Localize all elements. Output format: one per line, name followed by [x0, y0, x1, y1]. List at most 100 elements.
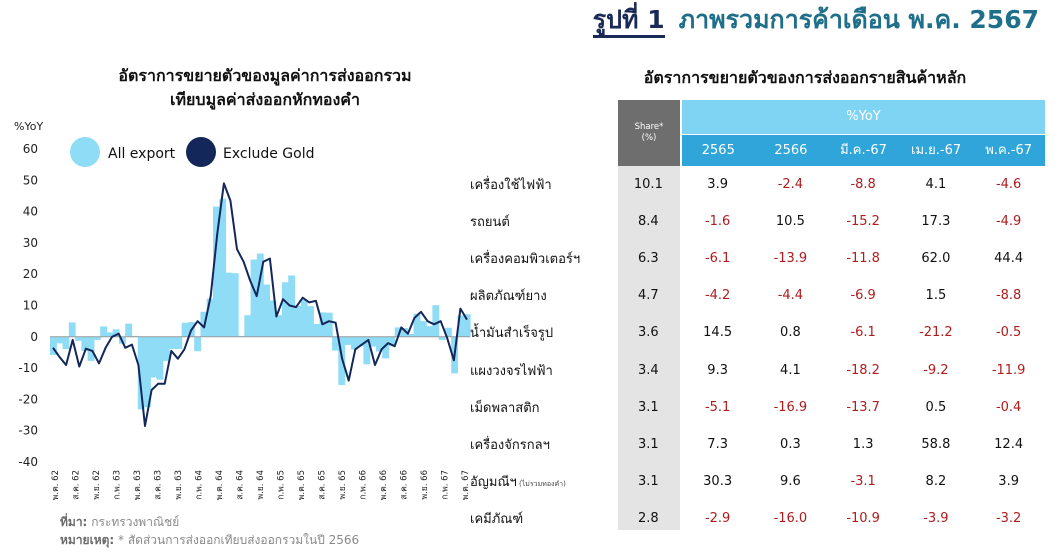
yoy-value: 4.1 [925, 176, 947, 192]
all-export-bar [206, 298, 214, 337]
all-export-bar [369, 336, 377, 347]
x-tick-label: พ.ค. 63 [133, 470, 143, 500]
all-export-bar [325, 312, 333, 337]
source-text: กระทรวงพาณิชย์ [91, 515, 180, 529]
all-export-bar [212, 206, 220, 337]
all-export-bar [332, 336, 339, 351]
page-title: ภาพรวมการค้าเดือน พ.ค. 2567 [678, 5, 1039, 34]
all-export-bar [438, 336, 446, 340]
x-tick-label: ส.ค. 62 [72, 470, 82, 500]
yoy-value: -11.8 [846, 250, 880, 266]
all-export-bar [457, 315, 465, 337]
all-export-bar [269, 300, 277, 337]
share-value: 6.3 [638, 250, 659, 266]
export-growth-chart: %YoY 60 50 40 30 20 10 0 -10 -20 -30 -40 พ.ค. 62 ส.ค.… [14, 120, 471, 500]
source-note: ที่มา: กระทรวงพาณิชย์ [60, 513, 179, 532]
yoy-value: -16.9 [773, 399, 808, 415]
yoy-value: -0.4 [995, 399, 1022, 415]
table-row: ผลิตภัณฑ์ยาง 4.7 -4.2 -4.4 -6.9 1.5 -8.8 [470, 281, 1045, 311]
period-column-header: เม.ย.-67 [911, 143, 962, 158]
yoy-value: -15.2 [846, 213, 880, 229]
all-export-bar [81, 336, 89, 351]
yoy-value: 3.9 [998, 474, 1019, 490]
all-export-bar [344, 336, 352, 345]
remark-label: หมายเหตุ: [60, 533, 115, 547]
share-value: 3.4 [638, 362, 659, 378]
yoy-value: -9.2 [923, 362, 949, 378]
share-header-label: Share* [634, 122, 664, 132]
x-tick-label: พ.ย. 65 [338, 470, 348, 500]
product-name: แผงวงจรไฟฟ้า [470, 363, 553, 379]
y-tick-label: -20 [18, 392, 38, 406]
table-row: อัญมณีฯ (ไม่รวมทองคำ) 3.1 30.3 9.6 -3.1 8.2 3.… [470, 467, 1045, 497]
y-tick-label: 30 [23, 236, 38, 250]
x-tick-label: พ.ย. 64 [256, 470, 266, 500]
chart-title-line2: เทียบมูลค่าส่งออกหักทองคำ [170, 90, 360, 109]
y-tick-label: 40 [23, 205, 38, 219]
all-export-bar [444, 327, 452, 337]
product-export-table: Share* (%) %YoY 2565 2566 มี.ค.-67 เม.ย.-67… [470, 100, 1045, 530]
all-export-bar [281, 282, 289, 337]
all-export-bar [357, 336, 365, 347]
x-tick-label: ก.พ. 64 [195, 470, 205, 500]
all-export-bar [401, 328, 408, 337]
table-row: เครื่องใช้ไฟฟ้า 10.1 3.9 -2.4 -8.8 4.1 -4.6 [470, 169, 1045, 199]
y-tick-label: -30 [18, 424, 38, 438]
yoy-value: 9.6 [780, 474, 801, 490]
all-export-bar [432, 305, 440, 337]
x-tick-label: พ.ย. 62 [92, 470, 102, 500]
yoy-value: -16.0 [773, 511, 808, 527]
remark-text: * สัดส่วนการส่งออกเทียบส่งออกรวมในปี 256… [118, 533, 360, 547]
product-name: น้ำมันสำเร็จรูป [470, 326, 554, 342]
yoy-value: -13.9 [773, 250, 808, 266]
y-axis-label: %YoY [14, 120, 43, 133]
table-row: แผงวงจรไฟฟ้า 3.4 9.3 4.1 -18.2 -9.2 -11.9 [470, 355, 1045, 385]
all-export-bar [62, 336, 70, 350]
yoy-value: 7.3 [707, 436, 728, 452]
yoy-value: -6.1 [850, 325, 876, 341]
x-tick-label: ก.พ. 66 [359, 470, 369, 500]
share-value: 10.1 [633, 176, 663, 192]
all-export-bar [426, 326, 433, 337]
all-export-bar [194, 336, 202, 352]
x-tick-label: พ.ค. 67 [461, 470, 471, 500]
page-header: รูปที่ 1 ภาพรวมการค้าเดือน พ.ค. 2567 [592, 5, 1039, 38]
yoy-value: -13.7 [846, 399, 880, 415]
x-tick-label: พ.ย. 66 [420, 470, 430, 500]
y-tick-label: 20 [23, 267, 38, 281]
y-tick-label: 10 [23, 299, 38, 313]
yoy-value: -6.1 [704, 250, 731, 266]
share-value: 3.1 [638, 474, 659, 490]
all-export-bar [106, 332, 114, 337]
period-column-header: พ.ค.-67 [985, 143, 1033, 158]
product-name: รถยนต์ [470, 214, 510, 230]
share-value: 4.7 [638, 288, 659, 304]
chart-title-line1: อัตราการขยายตัวของมูลค่าการส่งออกรวม [118, 66, 412, 85]
yoy-value: -4.4 [777, 288, 804, 304]
table-row: เครื่องคอมพิวเตอร์ฯ 6.3 -6.1 -13.9 -11.8 62.0… [470, 243, 1045, 273]
yoy-value: 62.0 [921, 250, 951, 266]
product-name: เคมีภัณฑ์ [470, 512, 524, 528]
product-name: อัญมณีฯ (ไม่รวมทองคำ) [470, 475, 566, 491]
share-header-unit: (%) [641, 133, 657, 143]
y-tick-label: -10 [18, 361, 38, 375]
all-export-bar [263, 284, 271, 337]
all-export-bar [144, 336, 151, 408]
product-name: เครื่องจักรกลฯ [470, 437, 550, 453]
yoy-value: 0.5 [925, 399, 947, 415]
product-name: ผลิตภัณฑ์ยาง [470, 289, 547, 305]
period-column-header: 2566 [774, 143, 808, 158]
x-tick-label: พ.ค. 62 [51, 470, 61, 500]
product-name: เครื่องคอมพิวเตอร์ฯ [470, 251, 581, 267]
share-value: 8.4 [638, 213, 659, 229]
all-export-bar [388, 336, 396, 347]
yoy-value: -8.8 [850, 176, 876, 192]
all-export-bar [75, 336, 82, 341]
yoy-value: -4.2 [704, 288, 731, 304]
all-export-bar [219, 198, 227, 337]
share-value: 3.6 [638, 325, 659, 341]
yoy-value: 30.3 [703, 474, 733, 490]
remark-note: หมายเหตุ: * สัดส่วนการส่งออกเทียบส่งออกร… [60, 531, 359, 550]
all-export-bar [419, 321, 427, 337]
y-tick-label: -40 [18, 455, 38, 469]
